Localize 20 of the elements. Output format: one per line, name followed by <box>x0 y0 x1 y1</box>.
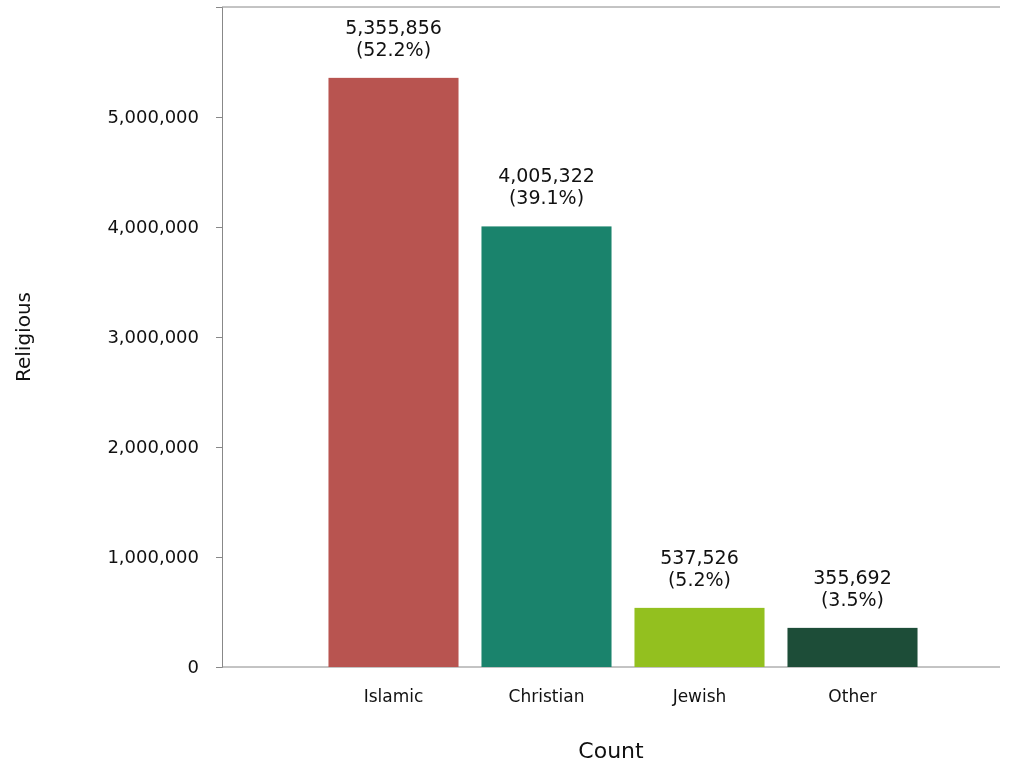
data-label: 537,526 (5.2%) <box>660 545 739 590</box>
y-tick-label: 0 <box>187 656 199 678</box>
y-tick-label: 4,000,000 <box>107 216 199 238</box>
x-tick-label: Christian <box>508 686 585 707</box>
y-tick-label: 2,000,000 <box>107 436 199 458</box>
y-axis-title: Religious <box>11 292 35 382</box>
x-axis-title: Count <box>578 738 645 763</box>
y-tick-label: 3,000,000 <box>107 326 199 348</box>
y-tick-label: 1,000,000 <box>107 546 199 568</box>
x-tick-label: Other <box>828 686 877 707</box>
bar <box>787 627 918 667</box>
data-label: 4,005,322 (39.1%) <box>498 164 595 209</box>
x-tick-label: Islamic <box>363 686 424 707</box>
x-tick-label: Jewish <box>671 686 727 707</box>
bar <box>481 226 612 667</box>
bar <box>328 77 459 667</box>
data-label: 5,355,856 (52.2%) <box>345 15 442 60</box>
y-tick-label: 5,000,000 <box>107 106 199 128</box>
data-label: 355,692 (3.5%) <box>813 565 892 610</box>
bar <box>634 607 765 667</box>
